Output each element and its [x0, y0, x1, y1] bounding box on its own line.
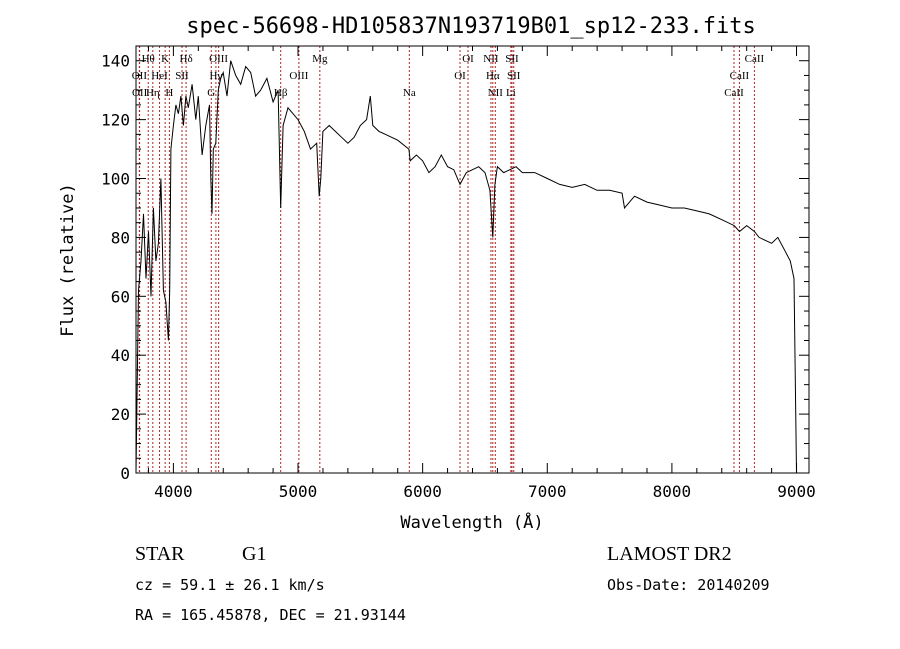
line-label: Mg	[312, 53, 328, 65]
line-label: OI	[462, 53, 474, 65]
line-label: Hα	[486, 70, 500, 82]
line-markers	[138, 46, 755, 473]
line-label: Hγ	[209, 70, 222, 82]
y-tick-label: 40	[111, 346, 130, 365]
y-tick-label: 120	[101, 111, 130, 130]
line-label: Li	[506, 87, 516, 99]
line-label: CaII	[730, 70, 750, 82]
y-axis-label: Flux (relative)	[58, 183, 78, 337]
x-tick-label: 8000	[653, 482, 692, 501]
chart-title: spec-56698-HD105837N193719B01_sp12-233.f…	[186, 14, 756, 39]
x-tick-label: 7000	[528, 482, 567, 501]
y-tick-label: 60	[111, 287, 130, 306]
line-label: Hη	[146, 87, 160, 99]
y-tick-label: 20	[111, 405, 130, 424]
y-tick-label: 140	[101, 52, 130, 71]
line-label: Hθ	[142, 53, 155, 65]
survey-name: LAMOST DR2	[607, 543, 732, 565]
line-label: OII	[132, 70, 148, 82]
line-label: SII	[507, 70, 521, 82]
x-tick-label: 4000	[154, 482, 193, 501]
line-label: NII	[488, 87, 504, 99]
line-label: G	[207, 87, 215, 99]
y-tick-label: 100	[101, 170, 130, 189]
x-tick-label: 6000	[403, 482, 442, 501]
line-label: Na	[403, 87, 416, 99]
x-axis-label: Wavelength (Å)	[400, 511, 543, 533]
line-label: CaII	[724, 87, 744, 99]
object-subclass: G1	[242, 543, 266, 565]
y-tick-label: 80	[111, 228, 130, 247]
line-label: OIII	[209, 53, 228, 65]
line-label: Hβ	[274, 87, 288, 99]
plot-frame	[135, 45, 810, 474]
coordinates: RA = 165.45878, DEC = 21.93144	[135, 606, 406, 624]
line-label: NII	[483, 53, 499, 65]
x-tick-label: 5000	[279, 482, 318, 501]
y-tick-label: 0	[120, 464, 130, 483]
obs-date: Obs-Date: 20140209	[607, 576, 770, 594]
line-label: HeI	[151, 70, 168, 82]
line-label: Hδ	[180, 53, 193, 65]
line-label: OI	[454, 70, 466, 82]
line-label: SII	[505, 53, 519, 65]
redshift-text: cz = 59.1 ± 26.1 km/s	[135, 576, 325, 594]
y-axis-ticks: 0 20 40 60 80 100 120 140	[101, 45, 809, 483]
line-label: OIII	[289, 70, 308, 82]
x-tick-label: 9000	[777, 482, 816, 501]
x-axis-ticks: 4000 5000 6000 7000 8000 9000	[147, 46, 816, 501]
line-label: H	[165, 87, 173, 99]
spectrum-line	[135, 60, 797, 474]
line-label: SII	[175, 70, 189, 82]
object-class: STAR	[135, 543, 185, 565]
line-label: K	[161, 53, 169, 65]
line-label: CaII	[745, 53, 765, 65]
